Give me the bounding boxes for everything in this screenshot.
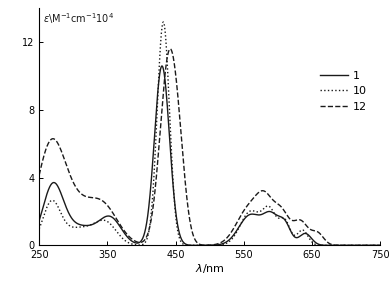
Line: 12: 12 (39, 49, 380, 245)
X-axis label: $\lambda$/nm: $\lambda$/nm (195, 262, 225, 275)
1 (334, 244, 339, 247)
Line: 1: 1 (39, 66, 380, 245)
10 (37, 227, 42, 231)
1 (183, 242, 187, 245)
1 (160, 64, 164, 68)
12 (96, 197, 101, 201)
1 (378, 244, 383, 247)
12 (76, 189, 80, 192)
10 (334, 244, 339, 247)
10 (183, 243, 187, 246)
12 (371, 244, 376, 247)
1 (76, 222, 80, 226)
12 (183, 177, 187, 180)
10 (371, 244, 376, 247)
12 (37, 173, 42, 177)
10 (378, 244, 383, 247)
Text: $\varepsilon$\M$^{-1}$cm$^{-1}$10$^4$: $\varepsilon$\M$^{-1}$cm$^{-1}$10$^4$ (43, 11, 114, 26)
1 (168, 144, 172, 147)
10 (161, 20, 166, 24)
12 (168, 47, 172, 50)
10 (168, 122, 172, 125)
12 (378, 244, 383, 247)
1 (96, 219, 101, 223)
12 (168, 47, 172, 51)
1 (37, 219, 42, 222)
1 (371, 244, 376, 247)
10 (76, 226, 80, 229)
10 (96, 220, 101, 223)
12 (334, 244, 339, 247)
Legend: 1, 10, 12: 1, 10, 12 (316, 66, 371, 116)
Line: 10: 10 (39, 22, 380, 245)
